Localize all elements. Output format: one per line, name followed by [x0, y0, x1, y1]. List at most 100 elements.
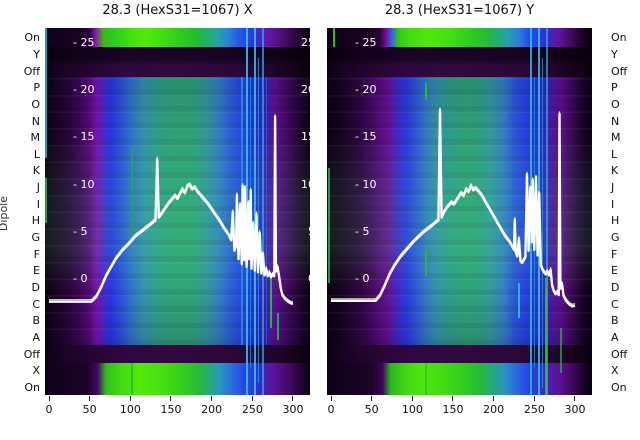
heatmap-streak — [254, 28, 256, 395]
row-label-right: D — [611, 280, 620, 294]
heatmap-streak — [277, 313, 279, 340]
heatmap-streak — [270, 278, 272, 328]
left-panel-title: 28.3 (HexS31=1067) X — [102, 3, 253, 18]
inner-y-tick-left: - 20 — [73, 83, 95, 97]
heatmap-streak — [262, 28, 264, 395]
row-label-left: G — [31, 231, 40, 244]
row-label-right: On — [611, 380, 627, 394]
heatmap-off-row-bottom — [45, 345, 310, 363]
x-tick-label: 150 — [442, 403, 464, 416]
inner-y-tick-left: - 0 — [355, 272, 370, 285]
x-tick-mark — [411, 396, 413, 401]
row-label-right: On — [611, 31, 627, 45]
row-label-right: O — [611, 97, 620, 111]
inner-y-tick-left: - 10 — [73, 177, 95, 191]
heatmap-streak — [45, 178, 47, 223]
x-tick-label: 100 — [119, 403, 141, 416]
heatmap-streak — [131, 363, 133, 395]
profile-curve-y — [331, 107, 576, 308]
row-label-left: Y — [33, 47, 40, 61]
row-label-left: A — [32, 330, 40, 344]
x-tick-mark — [330, 396, 332, 401]
heatmap-on-row-bottom — [45, 363, 310, 395]
row-label-right: Y — [611, 47, 618, 61]
heatmap-streak — [546, 28, 548, 395]
x-tick-mark — [574, 396, 576, 401]
heatmap-streak — [425, 83, 427, 100]
heatmap-streak — [131, 148, 133, 243]
x-tick-mark — [129, 396, 131, 401]
inner-y-tick-left: - 0 — [73, 272, 88, 285]
x-tick-mark — [371, 396, 373, 401]
x-tick-label: 250 — [523, 403, 545, 416]
row-label-left: C — [32, 297, 40, 311]
x-tick-label: 50 — [82, 403, 97, 416]
x-tick-mark — [48, 396, 50, 401]
row-label-right: H — [611, 214, 620, 228]
x-tick-mark — [89, 396, 91, 401]
heatmap-streak — [542, 58, 543, 388]
y-axis-label: Dipole — [0, 196, 10, 232]
inner-y-tick-left: - 5 — [73, 224, 88, 238]
x-tick-label: 250 — [241, 403, 263, 416]
row-label-right: G — [611, 231, 620, 244]
row-label-right: X — [611, 364, 619, 378]
row-label-right: N — [611, 114, 620, 128]
x-tick-mark — [170, 396, 172, 401]
row-label-left: F — [33, 247, 40, 261]
x-tick-label: 50 — [364, 403, 379, 416]
row-label-right: C — [611, 297, 619, 311]
inner-y-tick-right: 0 — [308, 272, 310, 286]
row-label-right: M — [611, 131, 621, 145]
row-label-left: D — [31, 280, 40, 294]
row-label-left: H — [31, 214, 40, 228]
inner-y-tick-left: - 15 — [73, 130, 95, 144]
row-label-left: Off — [23, 347, 40, 361]
row-label-right: Off — [611, 64, 628, 78]
row-label-right: E — [611, 264, 618, 278]
inner-y-tick-left: - 15 — [355, 130, 377, 144]
heatmap-streak — [45, 28, 47, 158]
row-label-right: P — [611, 81, 618, 95]
row-label-left: K — [32, 164, 40, 178]
row-label-left: B — [32, 314, 40, 328]
x-tick-mark — [292, 396, 294, 401]
heatmap-on-row-top — [45, 28, 310, 47]
x-tick-mark — [533, 396, 535, 401]
row-label-left: M — [30, 131, 41, 145]
row-label-right: F — [611, 247, 618, 261]
heatmap-streak — [518, 283, 520, 318]
heatmap-image-x — [45, 28, 310, 395]
row-label-right: I — [611, 197, 615, 211]
row-label-left: Off — [23, 64, 40, 78]
row-label-left: On — [24, 31, 40, 45]
inner-y-tick-right: 10 — [301, 177, 310, 191]
heatmap-streak — [328, 168, 330, 283]
heatmap-panel-y: - 25 - 20 - 15 - 10 - 5 - 0 — [327, 28, 592, 395]
heatmap-off-row-top — [45, 47, 310, 77]
heatmap-streak — [425, 363, 427, 395]
row-label-left: E — [33, 264, 40, 278]
row-label-right: B — [611, 314, 619, 328]
row-label-left: O — [31, 97, 40, 111]
heatmap-streak — [560, 328, 562, 373]
row-label-left: X — [32, 364, 40, 378]
x-tick-label: 0 — [45, 403, 53, 416]
heatmap-streak — [333, 28, 335, 47]
x-tick-label: 0 — [327, 403, 335, 416]
x-tick-mark — [251, 396, 253, 401]
row-label-right: J — [611, 181, 615, 194]
heatmap-streak — [425, 250, 427, 276]
inner-y-tick-left: - 5 — [355, 224, 370, 238]
inner-y-tick-right: 15 — [301, 130, 310, 144]
heatmap-on-row-top — [327, 28, 592, 47]
inner-y-tick-right: 25 — [301, 36, 310, 49]
inner-y-tick-left: - 10 — [355, 177, 377, 191]
heatmap-streak — [545, 278, 547, 395]
row-label-left: I — [36, 197, 40, 211]
x-tick-label: 300 — [282, 403, 304, 416]
row-label-left: On — [24, 380, 40, 394]
inner-y-tick-right: 5 — [308, 225, 310, 239]
heatmap-off-row-bottom — [327, 345, 592, 363]
